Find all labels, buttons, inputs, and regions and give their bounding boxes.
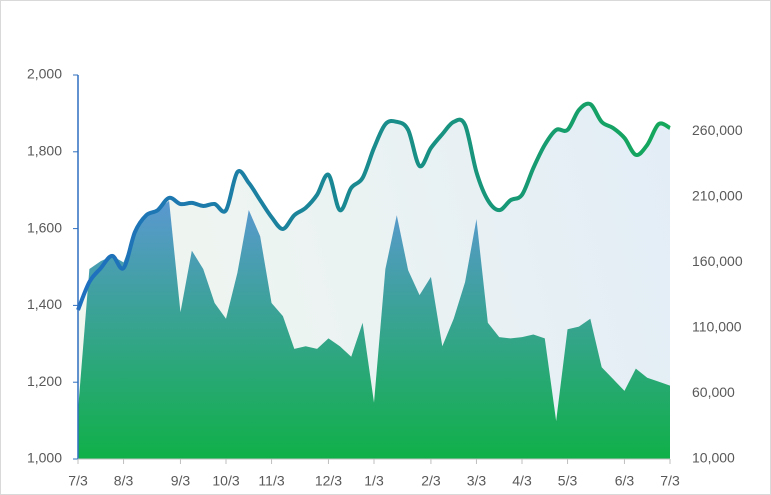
y2-tick-label: 260,000	[692, 122, 743, 138]
x-tick-label: 5/3	[558, 473, 578, 489]
x-tick-label: 12/3	[315, 473, 342, 489]
x-tick-label: 2/3	[421, 473, 441, 489]
y2-tick-label: 160,000	[692, 253, 743, 269]
x-tick-label: 1/3	[364, 473, 384, 489]
y-tick-label: 1,200	[27, 373, 62, 389]
y2-tick-label: 110,000	[692, 319, 742, 335]
x-tick-label: 6/3	[615, 473, 635, 489]
y-tick-label: 2,000	[27, 66, 62, 82]
y-tick-label: 1,800	[27, 143, 62, 159]
x-tick-label: 10/3	[212, 473, 239, 489]
x-tick-label: 8/3	[114, 473, 134, 489]
line	[76, 101, 671, 311]
x-tick-label: 3/3	[467, 473, 487, 489]
x-tick-label: 7/3	[660, 473, 680, 489]
x-tick-label: 7/3	[68, 473, 88, 489]
y-tick-label: 1,000	[27, 450, 62, 466]
x-tick-label: 4/3	[512, 473, 532, 489]
x-tick-label: 11/3	[258, 473, 284, 489]
y-tick-label: 1,400	[27, 296, 62, 312]
y2-tick-label: 10,000	[692, 450, 735, 466]
area	[78, 200, 670, 459]
y-tick-label: 1,600	[27, 219, 62, 235]
y2-tick-label: 210,000	[692, 188, 743, 204]
y2-tick-label: 60,000	[692, 384, 735, 400]
x-tick-label: 9/3	[171, 473, 191, 489]
